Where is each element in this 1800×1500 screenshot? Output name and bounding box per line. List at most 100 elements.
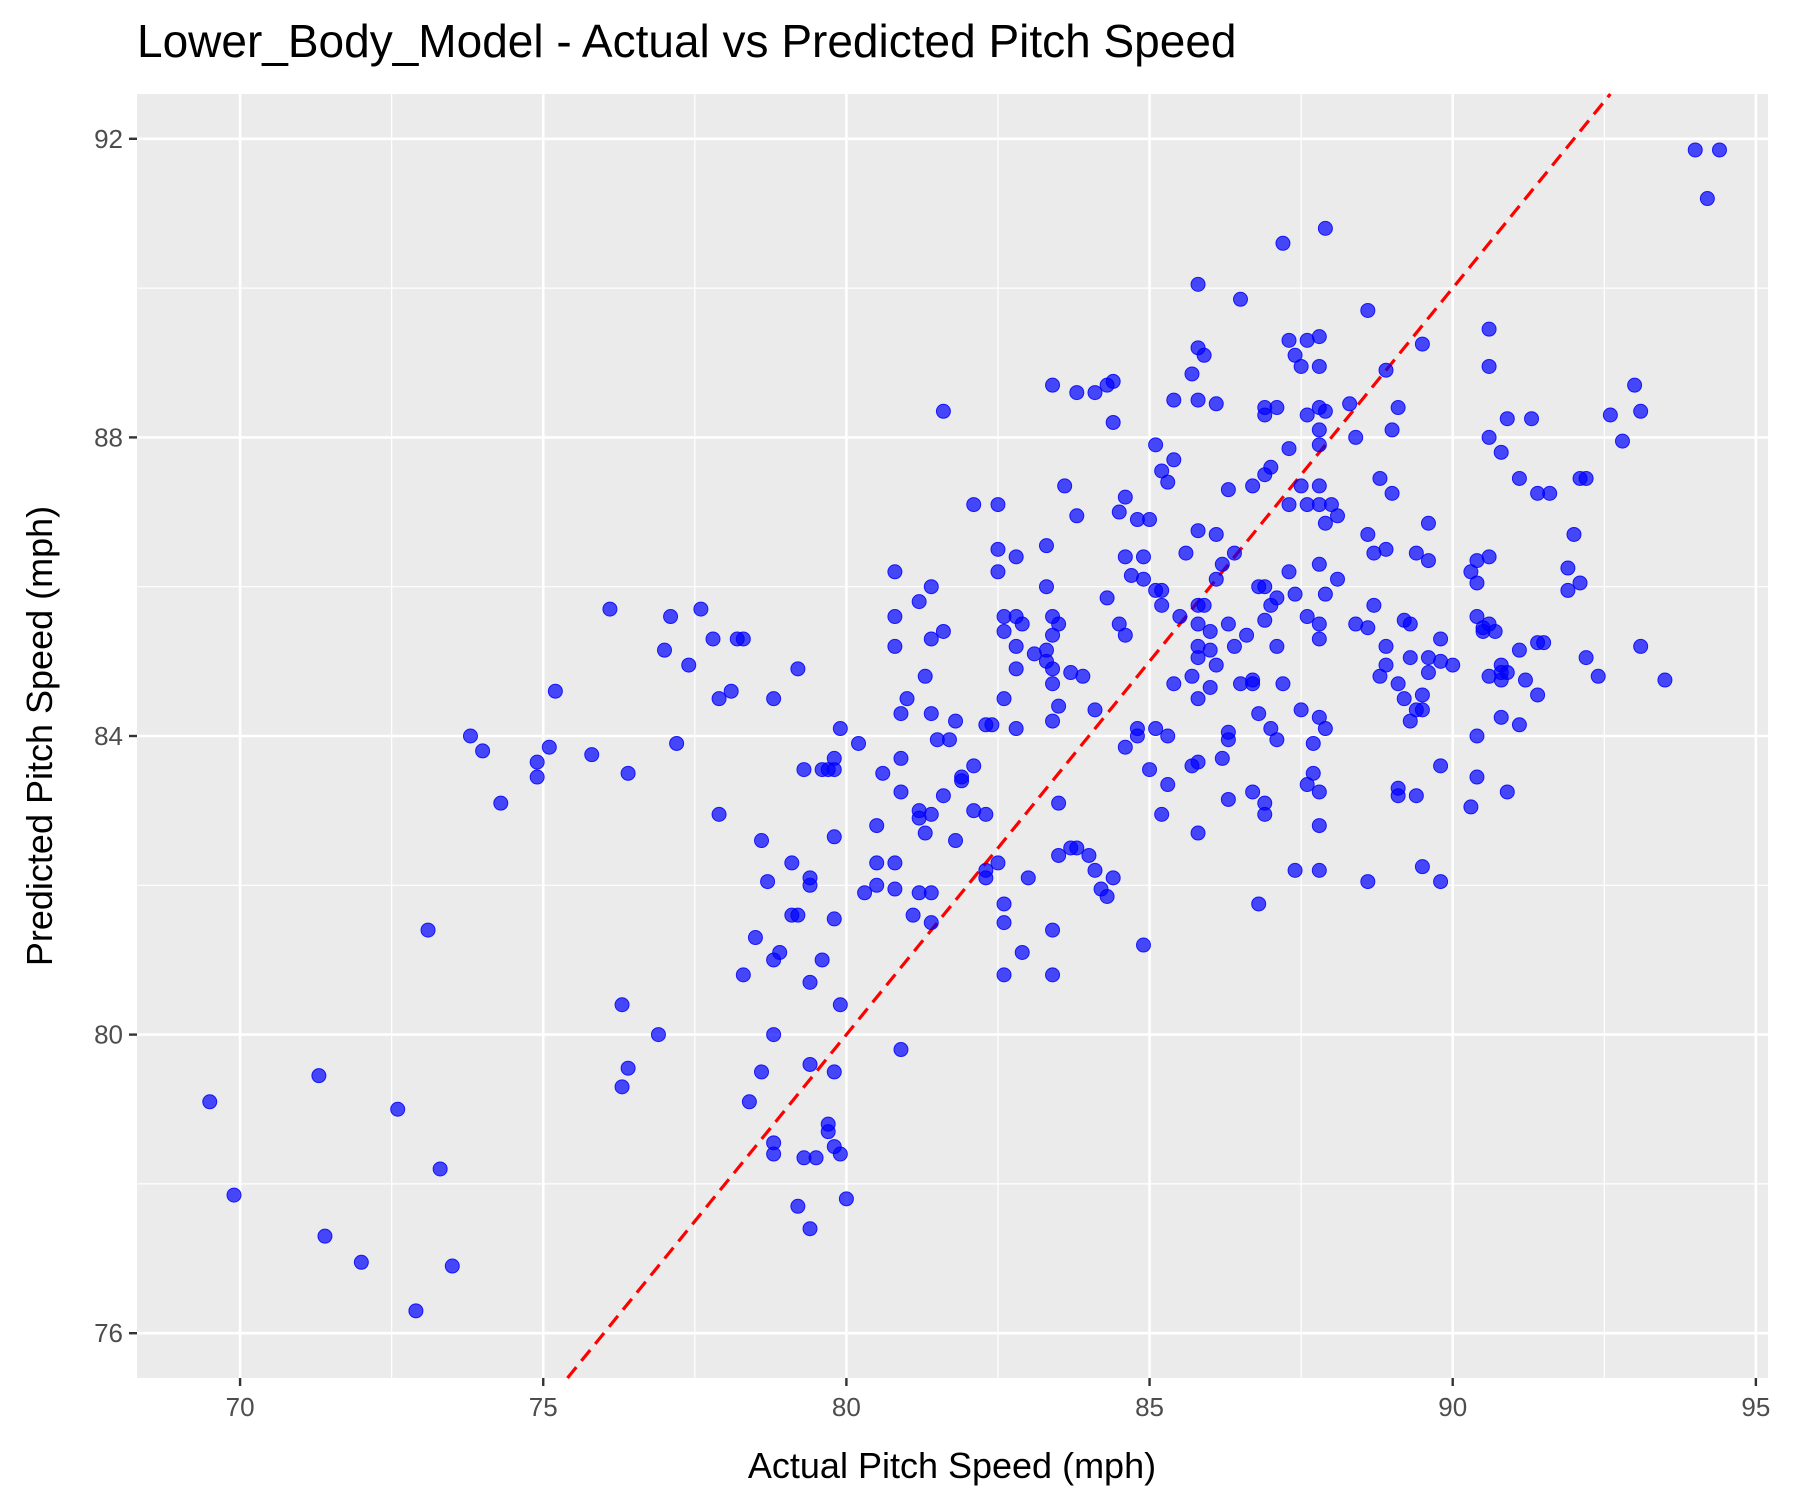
data-point <box>887 609 903 625</box>
data-point <box>1633 403 1649 419</box>
data-point <box>1105 414 1121 430</box>
data-point <box>1045 967 1061 983</box>
data-point <box>1414 336 1430 352</box>
data-point <box>984 717 1000 733</box>
data-point <box>1257 407 1273 423</box>
data-point <box>796 762 812 778</box>
data-point <box>1699 191 1715 207</box>
data-point <box>1390 676 1406 692</box>
data-point <box>893 784 909 800</box>
data-point <box>1251 896 1267 912</box>
data-point <box>1420 665 1436 681</box>
data-point <box>832 997 848 1013</box>
data-point <box>1311 329 1327 345</box>
data-point <box>1590 668 1606 684</box>
data-point <box>1433 874 1449 890</box>
data-point <box>1305 735 1321 751</box>
data-point <box>1208 571 1224 587</box>
data-point <box>1560 560 1576 576</box>
data-point <box>1051 795 1067 811</box>
data-point <box>529 769 545 785</box>
data-point <box>1069 385 1085 401</box>
data-point <box>1014 616 1030 632</box>
data-point <box>820 1116 836 1132</box>
data-point <box>851 735 867 751</box>
data-point <box>1220 482 1236 498</box>
data-point <box>802 877 818 893</box>
data-point <box>1687 142 1703 158</box>
data-point <box>1384 422 1400 438</box>
y-tick-label: 84 <box>94 721 123 751</box>
data-point <box>1154 597 1170 613</box>
data-point <box>1190 825 1206 841</box>
data-point <box>1511 642 1527 658</box>
data-point <box>1202 679 1218 695</box>
data-point <box>832 1146 848 1162</box>
data-point <box>1087 862 1103 878</box>
data-point <box>887 855 903 871</box>
data-point <box>1311 478 1327 494</box>
data-point <box>1129 728 1145 744</box>
data-point <box>1196 347 1212 363</box>
data-point <box>1372 470 1388 486</box>
data-point <box>1311 358 1327 374</box>
data-point <box>614 997 630 1013</box>
data-point <box>766 691 782 707</box>
data-point <box>1117 489 1133 505</box>
y-tick-label: 88 <box>94 422 123 452</box>
data-point <box>893 1042 909 1058</box>
data-point <box>1317 515 1333 531</box>
data-point <box>899 691 915 707</box>
data-point <box>444 1258 460 1274</box>
data-point <box>1293 358 1309 374</box>
data-point <box>766 1146 782 1162</box>
data-point <box>1245 676 1261 692</box>
data-point <box>966 758 982 774</box>
data-point <box>1160 728 1176 744</box>
data-point <box>656 642 672 658</box>
minor-gridlines <box>137 94 1768 1378</box>
data-point <box>990 564 1006 580</box>
data-point <box>1281 441 1297 457</box>
data-point <box>1511 470 1527 486</box>
data-point <box>790 907 806 923</box>
data-point <box>935 403 951 419</box>
data-point <box>432 1161 448 1177</box>
data-point <box>1190 276 1206 292</box>
data-point <box>1566 526 1582 542</box>
data-point <box>1360 874 1376 890</box>
data-point <box>1275 235 1291 251</box>
data-point <box>1239 627 1255 643</box>
data-point <box>923 631 939 647</box>
data-point <box>1287 586 1303 602</box>
data-point <box>1117 549 1133 565</box>
data-point <box>978 870 994 886</box>
data-point <box>935 788 951 804</box>
data-point <box>1402 616 1418 632</box>
data-point <box>857 885 873 901</box>
data-point <box>1190 616 1206 632</box>
data-point <box>1045 713 1061 729</box>
data-point <box>669 735 685 751</box>
data-point <box>1190 523 1206 539</box>
data-point <box>1251 706 1267 722</box>
data-point <box>1020 870 1036 886</box>
data-point <box>1087 702 1103 718</box>
data-point <box>493 795 509 811</box>
data-point <box>784 855 800 871</box>
data-point <box>978 806 994 822</box>
data-point <box>1311 784 1327 800</box>
data-point <box>602 601 618 617</box>
data-point <box>1481 549 1497 565</box>
data-point <box>948 713 964 729</box>
data-point <box>1208 657 1224 673</box>
data-point <box>226 1187 242 1203</box>
reference-line-group <box>566 92 1612 1380</box>
x-tick-label: 80 <box>832 1392 861 1422</box>
data-point <box>1196 597 1212 613</box>
data-point <box>1633 638 1649 654</box>
data-point <box>826 829 842 845</box>
data-point <box>1105 373 1121 389</box>
data-point <box>202 1094 218 1110</box>
data-point <box>1190 392 1206 408</box>
